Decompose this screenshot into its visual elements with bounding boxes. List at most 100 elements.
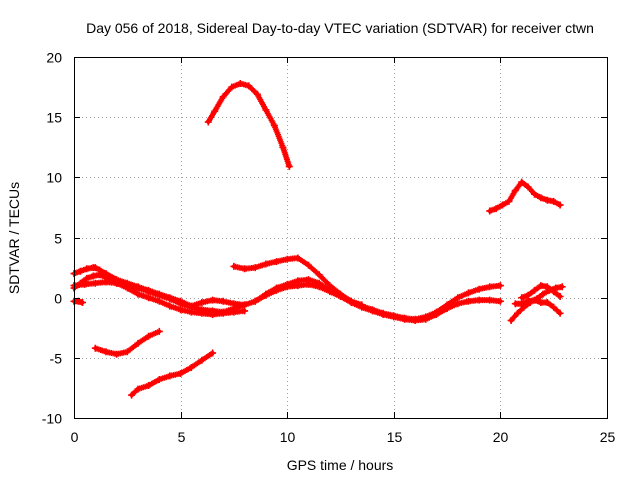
data-point (83, 265, 91, 273)
series-arc-4 (70, 297, 86, 306)
data-point (251, 297, 259, 305)
data-point (155, 291, 163, 299)
data-point (134, 385, 142, 393)
data-point (211, 107, 219, 115)
y-tick-label: 10 (46, 170, 62, 186)
data-point (198, 306, 206, 314)
data-point (518, 294, 526, 302)
data-point (358, 303, 366, 311)
data-point (128, 391, 136, 399)
x-tick-label: 15 (387, 429, 403, 445)
data-point (251, 264, 259, 272)
data-point (552, 284, 560, 292)
grid (74, 57, 607, 418)
data-point (283, 283, 291, 291)
data-point (91, 279, 99, 287)
data-point (315, 283, 323, 291)
data-point (550, 288, 558, 296)
data-point (262, 106, 270, 114)
data-point (486, 296, 494, 304)
data-point (187, 303, 195, 311)
data-point (166, 295, 174, 303)
data-point (134, 284, 142, 292)
data-point (543, 299, 551, 306)
y-tick-label: 15 (46, 110, 62, 126)
data-point (270, 122, 278, 130)
data-point (550, 303, 558, 311)
x-tick-label: 20 (493, 429, 509, 445)
data-point (283, 255, 291, 263)
data-point (507, 317, 515, 324)
data-point (550, 197, 558, 205)
data-point (198, 356, 206, 364)
series-arc-5 (204, 80, 293, 170)
x-tick-label: 0 (71, 429, 79, 445)
data-point (155, 327, 163, 335)
data-point (273, 286, 280, 294)
data-point (518, 178, 526, 186)
data-point (113, 350, 121, 358)
axis-ticks: 0 5 10 15 20 25 -10 -5 0 5 10 15 20 (42, 50, 616, 446)
data-point (155, 297, 163, 305)
series-arc-7 (128, 349, 217, 399)
data-point (524, 291, 532, 299)
series-arc-9 (251, 280, 504, 324)
data-point (204, 118, 212, 126)
data-point (369, 307, 376, 315)
data-point (531, 296, 538, 304)
data-point (326, 288, 334, 296)
data-point (475, 296, 483, 304)
data-point (511, 187, 519, 195)
data-point (492, 205, 500, 213)
data-point (556, 293, 564, 300)
series-arc-3 (70, 276, 366, 316)
series-arc-6 (91, 327, 163, 358)
data-point (113, 279, 121, 287)
data-point (155, 376, 163, 383)
data-series (70, 80, 566, 399)
data-point (230, 262, 238, 270)
data-point (241, 265, 249, 273)
data-point (556, 201, 564, 209)
data-point (486, 207, 494, 215)
data-point (443, 305, 451, 312)
data-point (496, 297, 504, 305)
data-point (499, 201, 506, 209)
data-point (454, 294, 462, 302)
x-tick-label: 5 (178, 429, 186, 445)
data-point (102, 348, 110, 356)
data-point (209, 349, 217, 357)
data-point (91, 344, 99, 352)
data-point (253, 90, 261, 98)
data-point (539, 290, 547, 298)
data-point (134, 290, 142, 298)
data-point (134, 339, 142, 347)
y-tick-label: -10 (42, 411, 62, 427)
y-tick-label: 0 (54, 291, 62, 307)
data-point (83, 274, 91, 282)
data-point (89, 272, 97, 280)
series-markers (71, 276, 365, 316)
data-point (79, 299, 86, 306)
data-point (411, 317, 419, 324)
data-point (123, 348, 131, 356)
data-point (326, 282, 334, 290)
data-point (518, 300, 526, 308)
data-point (262, 291, 270, 299)
series-arc-10 (486, 178, 564, 215)
data-point (177, 306, 185, 314)
data-point (96, 266, 104, 274)
data-point (401, 315, 408, 323)
data-point (209, 307, 217, 315)
data-point (102, 270, 110, 278)
data-point (279, 143, 287, 151)
data-point (219, 308, 227, 316)
series-markers (205, 80, 293, 170)
data-point (294, 254, 302, 262)
data-point (337, 293, 344, 300)
data-point (524, 297, 532, 305)
data-point (285, 163, 293, 170)
data-point (475, 285, 483, 293)
y-tick-label: 20 (46, 50, 62, 66)
